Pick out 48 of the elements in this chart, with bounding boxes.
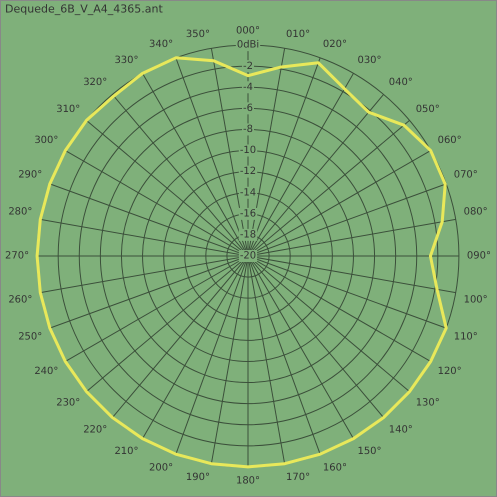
spoke-label: 210° xyxy=(114,446,139,458)
spoke-label: 030° xyxy=(357,55,382,66)
spoke-label: 220° xyxy=(83,424,108,436)
spoke-label: 020° xyxy=(322,38,347,50)
spoke-label: 190° xyxy=(186,472,210,484)
spoke-label: 270° xyxy=(4,250,30,262)
spoke-label: 090° xyxy=(466,250,492,262)
spoke-label: 340° xyxy=(149,38,174,50)
y-tick-label: 0dBi xyxy=(236,40,260,51)
y-tick-label: -20 xyxy=(240,250,256,262)
spoke-label: 150° xyxy=(357,446,382,458)
spoke-label: 060° xyxy=(438,135,462,146)
chart-title: Dequede_6B_V_A4_4365.ant xyxy=(5,2,164,16)
spoke-label: 170° xyxy=(286,472,310,484)
spoke-label: 110° xyxy=(454,331,478,342)
y-tick-label: -2 xyxy=(243,60,253,72)
spoke-label: 320° xyxy=(83,76,108,88)
spoke-label: 260° xyxy=(8,294,32,306)
spoke-label: 280° xyxy=(8,206,32,218)
spoke-label: 080° xyxy=(464,206,488,218)
spoke-label: 010° xyxy=(286,29,310,40)
y-tick-label: -14 xyxy=(240,187,256,198)
spoke-label: 120° xyxy=(438,366,462,378)
y-tick-label: -16 xyxy=(240,208,256,220)
spoke-label: 290° xyxy=(18,170,42,181)
y-tick-label: -6 xyxy=(243,102,253,114)
spoke-label: 070° xyxy=(454,170,478,181)
spoke-label: 100° xyxy=(464,294,488,306)
spoke-label: 240° xyxy=(34,366,58,378)
y-tick-label: -10 xyxy=(240,145,256,156)
spoke-label: 140° xyxy=(388,424,413,436)
spoke-label: 250° xyxy=(18,331,42,342)
spoke-label: 200° xyxy=(149,462,174,474)
spoke-label: 300° xyxy=(34,135,58,146)
y-tick-label: -18 xyxy=(240,230,256,240)
spoke-label: 230° xyxy=(56,397,80,408)
spoke-label: 350° xyxy=(186,29,210,40)
spoke-label: 180° xyxy=(236,476,260,487)
spoke-label: 040° xyxy=(388,76,413,88)
y-tick-label: -8 xyxy=(243,124,253,136)
y-tick-label: -4 xyxy=(243,82,253,93)
spoke-label: 160° xyxy=(322,462,347,474)
spoke-label: 310° xyxy=(56,104,80,115)
y-tick-label: -12 xyxy=(240,166,256,178)
spoke-label: 050° xyxy=(416,104,440,115)
spoke-label: 330° xyxy=(114,55,139,66)
spoke-label: 130° xyxy=(416,397,440,408)
spoke-label: 000° xyxy=(236,26,260,37)
